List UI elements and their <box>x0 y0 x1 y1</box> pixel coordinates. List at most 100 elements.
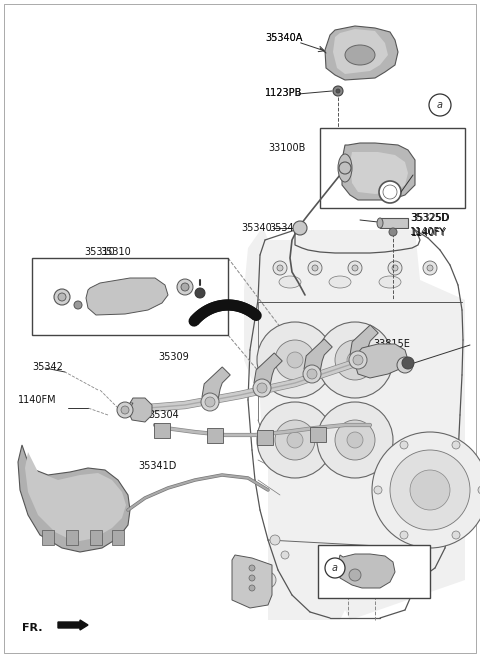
Text: 35304: 35304 <box>148 410 179 420</box>
Circle shape <box>410 470 450 510</box>
Polygon shape <box>254 353 282 386</box>
Circle shape <box>270 535 280 545</box>
Text: 31337F: 31337F <box>363 562 399 572</box>
Text: 1123PB: 1123PB <box>265 88 302 98</box>
Circle shape <box>347 352 363 368</box>
Circle shape <box>257 383 267 393</box>
Polygon shape <box>66 530 78 545</box>
Text: 35345A: 35345A <box>50 505 87 515</box>
Polygon shape <box>244 228 465 620</box>
Circle shape <box>325 558 345 578</box>
Polygon shape <box>86 278 168 315</box>
Text: 35342: 35342 <box>32 362 63 372</box>
Polygon shape <box>42 530 54 545</box>
Circle shape <box>117 402 133 418</box>
Circle shape <box>452 531 460 539</box>
Polygon shape <box>257 430 273 445</box>
Polygon shape <box>338 554 395 588</box>
Polygon shape <box>232 555 272 608</box>
Text: 35312J: 35312J <box>48 313 82 323</box>
Text: 35340A: 35340A <box>265 33 302 43</box>
Text: 1140FY: 1140FY <box>410 227 446 237</box>
Circle shape <box>281 551 289 559</box>
Circle shape <box>379 181 401 203</box>
Polygon shape <box>90 530 102 545</box>
Text: 35340: 35340 <box>269 223 300 233</box>
Circle shape <box>349 351 367 369</box>
Circle shape <box>388 261 402 275</box>
Circle shape <box>249 575 255 581</box>
Polygon shape <box>350 325 378 358</box>
Circle shape <box>201 393 219 411</box>
Text: 35312J: 35312J <box>48 313 82 323</box>
Circle shape <box>58 293 66 301</box>
Text: 35309: 35309 <box>158 352 189 362</box>
Text: 35312: 35312 <box>38 278 69 288</box>
Circle shape <box>400 531 408 539</box>
Text: 35312H: 35312H <box>155 305 193 315</box>
Bar <box>32 258 228 335</box>
Circle shape <box>307 369 317 379</box>
Circle shape <box>275 340 315 380</box>
Circle shape <box>349 569 361 581</box>
Ellipse shape <box>379 276 401 288</box>
Circle shape <box>383 185 397 199</box>
Circle shape <box>397 357 413 373</box>
Circle shape <box>478 486 480 494</box>
Circle shape <box>423 261 437 275</box>
Circle shape <box>54 289 70 305</box>
Text: 35340: 35340 <box>241 223 272 233</box>
Ellipse shape <box>279 276 301 288</box>
Text: 35312H: 35312H <box>160 306 198 316</box>
Circle shape <box>402 357 414 369</box>
Text: 33100B: 33100B <box>268 143 305 153</box>
Circle shape <box>287 352 303 368</box>
Bar <box>320 128 465 208</box>
Circle shape <box>257 322 333 398</box>
Polygon shape <box>112 530 124 545</box>
Polygon shape <box>350 152 408 194</box>
Text: 33815E: 33815E <box>373 339 410 349</box>
Circle shape <box>352 265 358 271</box>
Circle shape <box>339 162 351 174</box>
Text: a: a <box>332 563 338 573</box>
Polygon shape <box>18 445 130 552</box>
Circle shape <box>121 406 129 414</box>
Circle shape <box>293 221 307 235</box>
Text: 35325D: 35325D <box>411 213 450 223</box>
Text: 35310: 35310 <box>84 247 115 257</box>
Polygon shape <box>154 423 170 438</box>
Text: a: a <box>437 100 443 110</box>
Circle shape <box>74 301 82 309</box>
Circle shape <box>181 283 189 291</box>
Circle shape <box>257 402 333 478</box>
Polygon shape <box>342 143 415 200</box>
Circle shape <box>303 365 321 383</box>
Polygon shape <box>25 452 126 542</box>
Circle shape <box>260 572 276 588</box>
Circle shape <box>277 265 283 271</box>
Circle shape <box>312 265 318 271</box>
Circle shape <box>429 94 451 116</box>
Circle shape <box>336 89 340 93</box>
Ellipse shape <box>377 218 383 228</box>
Polygon shape <box>355 344 408 378</box>
Text: 1140FM: 1140FM <box>18 395 57 405</box>
Circle shape <box>392 265 398 271</box>
Circle shape <box>177 279 193 295</box>
Circle shape <box>273 261 287 275</box>
Text: 35312: 35312 <box>38 278 69 288</box>
Polygon shape <box>333 29 388 74</box>
Text: 1140FY: 1140FY <box>411 228 447 238</box>
Circle shape <box>427 265 433 271</box>
Circle shape <box>347 432 363 448</box>
Ellipse shape <box>345 45 375 65</box>
Circle shape <box>335 340 375 380</box>
Circle shape <box>374 486 382 494</box>
Ellipse shape <box>338 154 352 182</box>
Polygon shape <box>325 26 398 80</box>
Polygon shape <box>128 398 152 422</box>
Circle shape <box>348 261 362 275</box>
Circle shape <box>317 322 393 398</box>
Circle shape <box>335 420 375 460</box>
